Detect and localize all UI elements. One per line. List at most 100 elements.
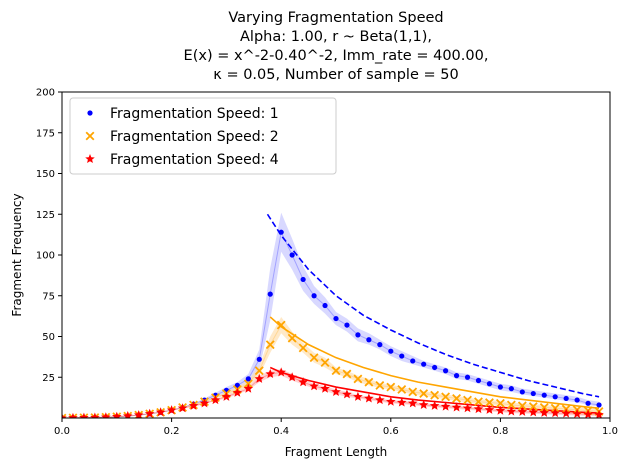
point-series-1-32 bbox=[410, 358, 416, 364]
point-series-1-28 bbox=[366, 337, 372, 343]
point-series-3-35 bbox=[440, 401, 451, 411]
point-series-3-17 bbox=[243, 383, 254, 393]
point-series-3-38 bbox=[473, 404, 484, 414]
point-series-3-25 bbox=[331, 386, 341, 396]
point-series-2-24 bbox=[320, 358, 330, 368]
point-series-3-27 bbox=[353, 391, 363, 401]
x-tick-label: 1.0 bbox=[602, 426, 618, 437]
title-line-4: κ = 0.05, Number of sample = 50 bbox=[213, 67, 458, 83]
legend-marker-series-3 bbox=[85, 154, 95, 164]
point-series-2-28 bbox=[364, 377, 374, 387]
point-series-3-21 bbox=[287, 372, 297, 382]
point-series-2-26 bbox=[342, 369, 352, 379]
point-series-1-25 bbox=[333, 315, 339, 322]
point-series-1-17 bbox=[245, 376, 251, 382]
point-series-3-15 bbox=[221, 391, 232, 401]
fit-curves bbox=[266, 213, 600, 414]
point-series-3-37 bbox=[462, 403, 473, 413]
point-series-3-36 bbox=[451, 402, 462, 412]
y-tick-label: 50 bbox=[42, 332, 55, 343]
point-series-1-24 bbox=[322, 302, 328, 309]
point-series-1-42 bbox=[519, 389, 525, 395]
x-axis-label: Fragment Length bbox=[285, 445, 388, 459]
legend-marker-series-1 bbox=[87, 110, 93, 116]
point-series-2-36 bbox=[452, 394, 461, 403]
point-series-3-10 bbox=[166, 405, 177, 415]
legend-entry-speed-2: Fragmentation Speed: 2 bbox=[110, 129, 279, 145]
legend-marker-series-2 bbox=[85, 131, 95, 141]
point-series-1-44 bbox=[541, 392, 547, 398]
point-series-1-41 bbox=[508, 386, 514, 392]
point-series-1-45 bbox=[552, 394, 558, 400]
x-tick-label: 0.0 bbox=[54, 426, 70, 437]
fit-curve-series-1 bbox=[266, 213, 600, 398]
point-series-2-33 bbox=[419, 389, 429, 398]
point-series-1-33 bbox=[421, 361, 427, 367]
point-series-3-44 bbox=[539, 407, 549, 417]
fit-curve-series-2 bbox=[269, 316, 600, 410]
title-line-3: E(x) = x^-2-0.40^-2, Imm_rate = 400.00, bbox=[184, 48, 489, 64]
point-series-3-5 bbox=[112, 411, 122, 418]
y-tick-label: 125 bbox=[36, 210, 55, 221]
point-series-2-35 bbox=[441, 392, 451, 402]
point-series-3-6 bbox=[123, 411, 133, 418]
band-series-2 bbox=[62, 316, 600, 418]
point-series-1-21 bbox=[289, 252, 295, 258]
point-series-1-36 bbox=[453, 373, 460, 379]
title-line-1: Varying Fragmentation Speed bbox=[228, 10, 443, 26]
point-series-1-40 bbox=[497, 384, 503, 390]
point-series-1-38 bbox=[475, 377, 482, 384]
point-series-3-8 bbox=[144, 408, 155, 418]
point-series-1-43 bbox=[530, 390, 536, 397]
point-series-3-22 bbox=[298, 377, 308, 387]
point-series-2-42 bbox=[517, 401, 527, 411]
y-tick-label: 100 bbox=[36, 251, 55, 262]
point-series-3-48 bbox=[583, 409, 593, 418]
point-series-2-29 bbox=[375, 380, 385, 390]
point-series-1-27 bbox=[355, 332, 361, 338]
point-series-3-41 bbox=[506, 406, 517, 416]
point-series-3-32 bbox=[407, 398, 418, 408]
x-tick-label: 0.6 bbox=[383, 426, 399, 437]
x-tick-label: 0.8 bbox=[492, 426, 508, 437]
point-series-3-47 bbox=[572, 408, 582, 418]
y-tick-label: 175 bbox=[36, 128, 55, 139]
point-series-3-26 bbox=[342, 389, 352, 399]
point-series-1-48 bbox=[585, 400, 591, 406]
point-series-3-46 bbox=[561, 408, 571, 418]
chart-title: Varying Fragmentation Speed Alpha: 1.00,… bbox=[184, 10, 489, 83]
point-series-1-20 bbox=[278, 229, 284, 235]
point-series-3-13 bbox=[199, 398, 210, 408]
point-series-3-12 bbox=[188, 400, 199, 410]
point-series-3-24 bbox=[320, 383, 330, 393]
point-series-3-49 bbox=[594, 409, 604, 418]
point-series-3-1 bbox=[68, 412, 78, 418]
legend-box bbox=[69, 97, 337, 175]
y-tick-label: 150 bbox=[36, 169, 55, 180]
point-series-3-39 bbox=[484, 404, 495, 414]
point-series-3-19 bbox=[265, 368, 275, 379]
x-tick-label: 0.4 bbox=[273, 426, 289, 437]
point-series-3-45 bbox=[550, 408, 560, 418]
y-axis-ticks: 25 50 75 100 125 150 175 200 bbox=[36, 88, 62, 384]
y-tick-label: 75 bbox=[42, 291, 55, 302]
point-series-1-46 bbox=[563, 395, 569, 402]
point-series-1-29 bbox=[377, 342, 383, 348]
point-series-2-23 bbox=[309, 353, 319, 363]
point-series-1-34 bbox=[432, 364, 438, 371]
point-series-2-44 bbox=[539, 402, 549, 412]
point-series-3-28 bbox=[364, 393, 374, 403]
point-series-3-20 bbox=[276, 367, 286, 377]
point-series-1-19 bbox=[267, 291, 273, 297]
point-series-3-18 bbox=[254, 373, 265, 383]
point-series-2-21 bbox=[287, 333, 297, 343]
point-series-3-43 bbox=[528, 407, 539, 417]
legend: Fragmentation Speed: 1 Fragmentation Spe… bbox=[69, 97, 337, 175]
point-series-1-16 bbox=[234, 382, 240, 388]
point-series-3-30 bbox=[386, 396, 396, 406]
x-axis-ticks: 0.0 0.2 0.4 0.6 0.8 1.0 bbox=[54, 418, 618, 437]
title-line-2: Alpha: 1.00, r ~ Beta(1,1), bbox=[240, 29, 432, 45]
point-series-1-47 bbox=[574, 397, 580, 403]
point-series-2-0 bbox=[62, 413, 67, 418]
